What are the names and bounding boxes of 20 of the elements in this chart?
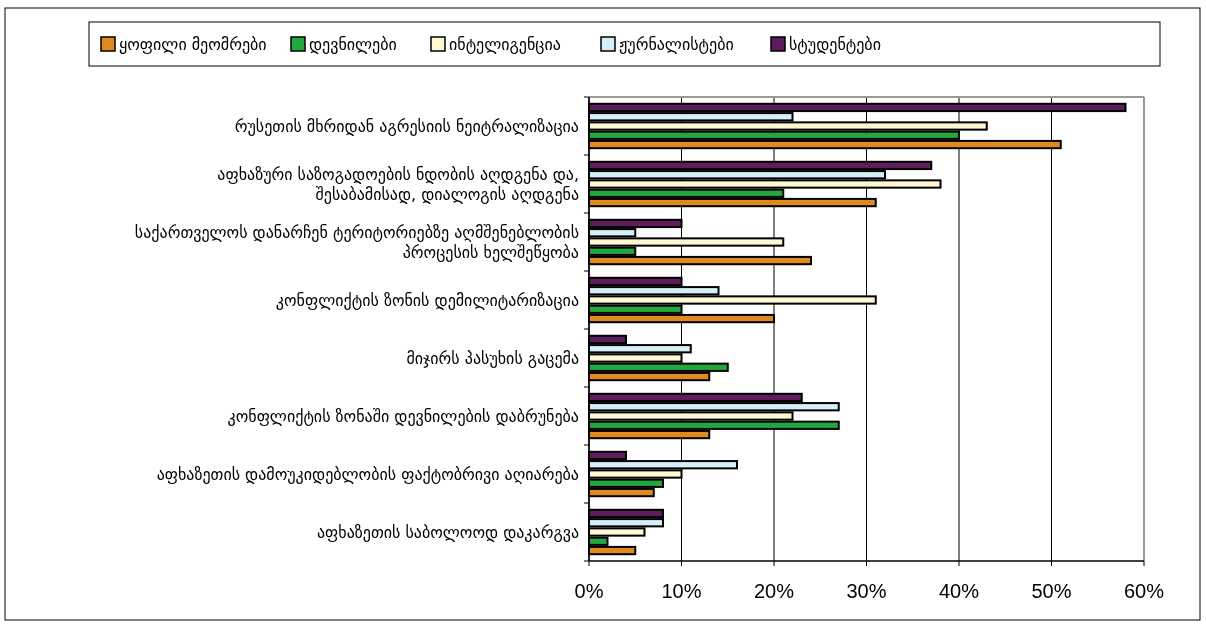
x-tick-label: 10% [661,580,702,602]
y-tick-label: აფხაზური საზოგადოების ნდობის აღდგენა და, შესაბამისად, დიალოგის აღდგენა [217,165,579,204]
y-tick-label: საქართველოს დანარჩენ ტერიტორიებზე აღმშენებლობის პროცესის ხელშეწყობა [134,223,579,262]
legend-label: ყოფილი მეომრები [119,35,267,54]
y-tick-label: რუსეთის მხრიდან აგრესიის ნეიტრალიზაცია [234,117,579,136]
y-tick-label: აფხაზეთის დამოუკიდებლობის ფაქტობრივი აღიარება [156,465,579,484]
y-tick-label: აფხაზეთის საბოლოოდ დაკარგვა [316,523,579,542]
legend-label: სტუდენტები [789,35,881,54]
x-tick-label: 20% [753,580,795,602]
y-tick-label: კონფლიქტის ზონაში დევნილების დაბრუნება [227,407,579,426]
y-tick-label: მიჯირს პასუხის გაცემა [406,349,579,368]
x-tick-label: 40% [938,580,980,602]
x-tick-label: 0% [574,580,604,602]
x-tick-label: 30% [846,580,887,602]
legend-label: ჟურნალისტები [619,35,734,54]
y-tick-label: კონფლიქტის ზონის დემილიტარიზაცია [275,291,579,310]
legend-label: ინტელიგენცია [449,35,561,54]
x-tick-label: 50% [1031,580,1072,602]
x-tick-label: 60% [1123,580,1165,602]
legend-label: დევნილები [309,35,397,54]
